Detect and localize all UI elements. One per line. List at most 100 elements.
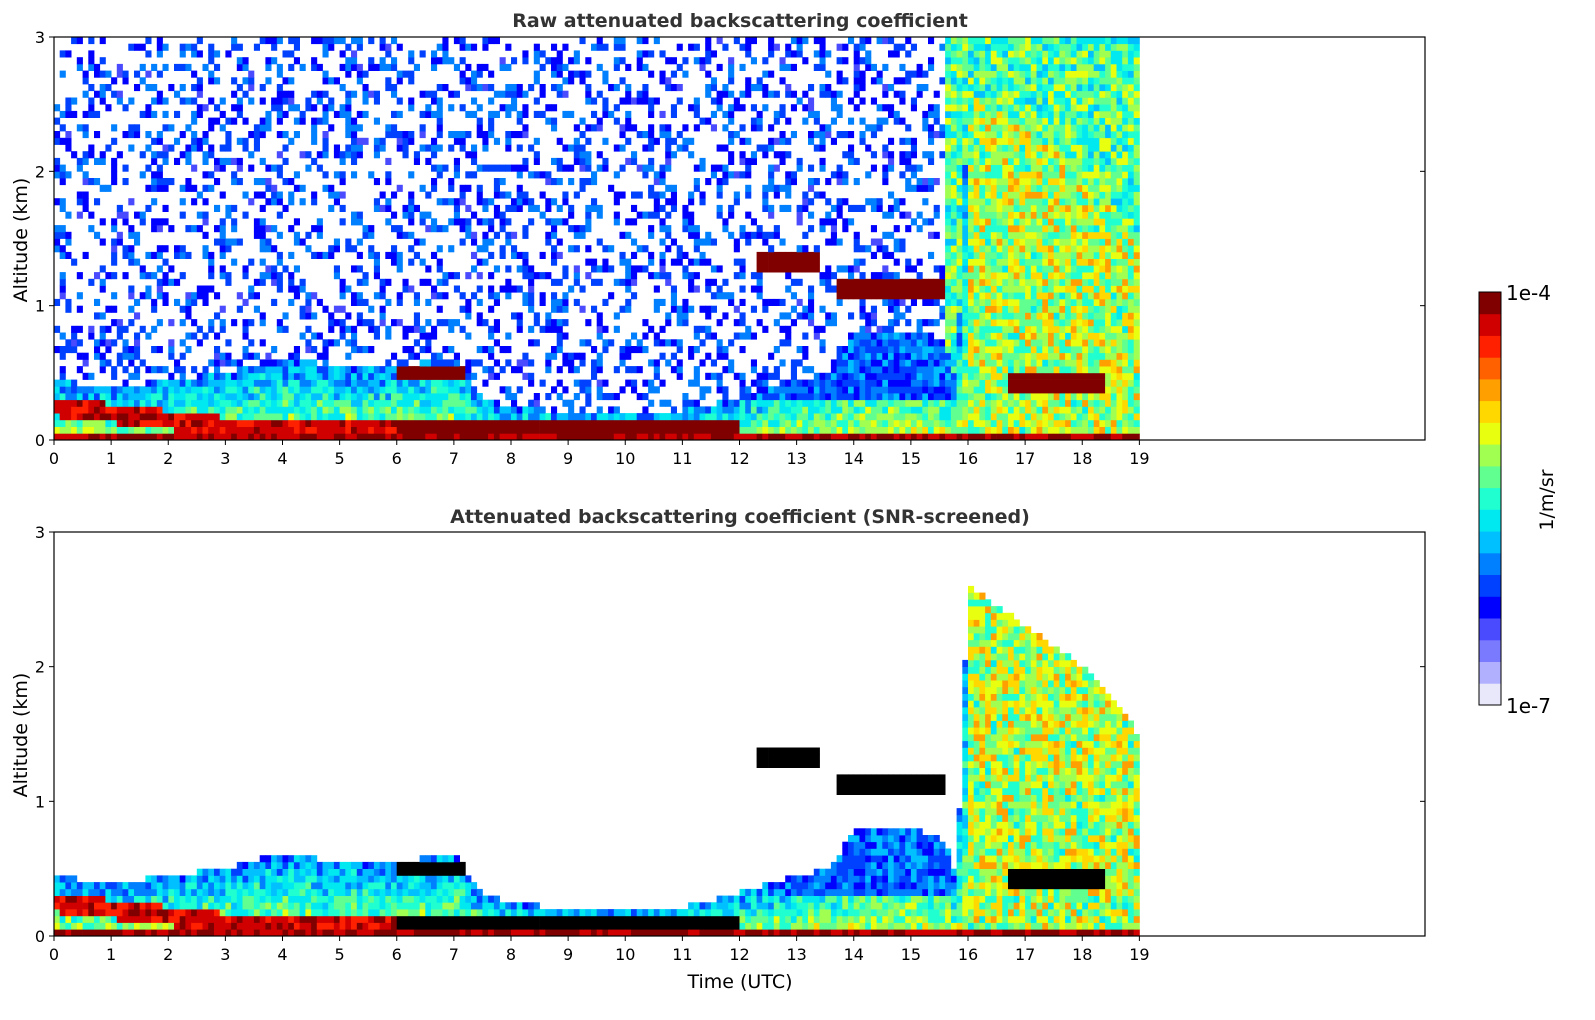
- heatmap-cell: [591, 419, 598, 427]
- heatmap-cell: [522, 164, 529, 172]
- heatmap-cell: [208, 406, 215, 414]
- heatmap-cell: [282, 50, 289, 58]
- heatmap-cell: [208, 419, 215, 427]
- heatmap-cell: [134, 258, 141, 266]
- heatmap-cell: [488, 251, 495, 259]
- heatmap-cell: [819, 50, 826, 58]
- heatmap-cell: [471, 386, 478, 394]
- heatmap-cell: [762, 191, 769, 199]
- heatmap-cell: [528, 292, 535, 300]
- heatmap-cell: [905, 419, 912, 427]
- heatmap-cell: [562, 191, 569, 199]
- heatmap-cell: [870, 204, 877, 212]
- heatmap-cell: [328, 433, 335, 441]
- heatmap-cell: [996, 164, 1003, 172]
- heatmap-cell: [973, 144, 980, 152]
- heatmap-cell: [408, 393, 415, 401]
- heatmap-cell: [276, 117, 283, 125]
- heatmap-cell: [859, 292, 866, 300]
- heatmap-cell: [202, 137, 209, 145]
- heatmap-cell: [208, 386, 215, 394]
- heatmap-cell: [402, 70, 409, 78]
- heatmap-cell: [436, 305, 443, 313]
- heatmap-cell: [1002, 272, 1009, 280]
- heatmap-cell: [888, 204, 895, 212]
- heatmap-cell: [425, 110, 432, 118]
- heatmap-cell: [322, 366, 329, 374]
- heatmap-cell: [545, 312, 552, 320]
- heatmap-cell: [830, 433, 837, 441]
- heatmap-cell: [408, 258, 415, 266]
- heatmap-cell: [956, 225, 963, 233]
- heatmap-cell: [333, 110, 340, 118]
- heatmap-cell: [448, 346, 455, 354]
- heatmap-cell: [99, 84, 106, 92]
- heatmap-cell: [865, 426, 872, 434]
- heatmap-cell: [973, 339, 980, 347]
- heatmap-cell: [945, 84, 952, 92]
- heatmap-cell: [928, 151, 935, 159]
- heatmap-cell: [813, 63, 820, 71]
- heatmap-cell: [59, 386, 66, 394]
- heatmap-cell: [276, 325, 283, 333]
- heatmap-cell: [236, 393, 243, 401]
- heatmap-cell: [522, 359, 529, 367]
- heatmap-cell: [179, 406, 186, 414]
- heatmap-cell: [665, 137, 672, 145]
- heatmap-cell: [373, 178, 380, 186]
- heatmap-cell: [670, 433, 677, 441]
- heatmap-cell: [756, 225, 763, 233]
- heatmap-cell: [134, 399, 141, 407]
- heatmap-cell: [134, 413, 141, 421]
- heatmap-cell: [488, 218, 495, 226]
- heatmap-cell: [893, 278, 900, 286]
- heatmap-cell: [208, 57, 215, 65]
- heatmap-cell: [928, 178, 935, 186]
- heatmap-cell: [1008, 278, 1015, 286]
- heatmap-cell: [979, 278, 986, 286]
- heatmap-cell: [876, 332, 883, 340]
- heatmap-cell: [579, 225, 586, 233]
- heatmap-cell: [379, 37, 386, 45]
- heatmap-cell: [956, 117, 963, 125]
- heatmap-cell: [716, 97, 723, 105]
- heatmap-cell: [916, 184, 923, 192]
- heatmap-cell: [750, 406, 757, 414]
- heatmap-cell: [476, 426, 483, 434]
- heatmap-cell: [231, 372, 238, 380]
- heatmap-cell: [408, 218, 415, 226]
- heatmap-cell: [185, 433, 192, 441]
- heatmap-cell: [351, 433, 358, 441]
- heatmap-cell: [773, 298, 780, 306]
- heatmap-cell: [962, 184, 969, 192]
- heatmap-cell: [419, 399, 426, 407]
- heatmap-cell: [1002, 419, 1009, 427]
- heatmap-cell: [379, 292, 386, 300]
- heatmap-cell: [333, 393, 340, 401]
- heatmap-cell: [413, 204, 420, 212]
- heatmap-cell: [916, 359, 923, 367]
- heatmap-cell: [94, 339, 101, 347]
- heatmap-cell: [945, 164, 952, 172]
- heatmap-cell: [888, 393, 895, 401]
- heatmap-cell: [682, 137, 689, 145]
- heatmap-cell: [722, 124, 729, 132]
- heatmap-cell: [665, 131, 672, 139]
- heatmap-cell: [888, 285, 895, 293]
- heatmap-cell: [562, 332, 569, 340]
- heatmap-cell: [345, 245, 352, 253]
- heatmap-cell: [1002, 399, 1009, 407]
- heatmap-cell: [1008, 379, 1015, 387]
- heatmap-cell: [585, 319, 592, 327]
- heatmap-cell: [288, 352, 295, 360]
- heatmap-cell: [225, 399, 232, 407]
- heatmap-cell: [819, 57, 826, 65]
- heatmap-cell: [619, 77, 626, 85]
- heatmap-cell: [676, 251, 683, 259]
- heatmap-cell: [893, 238, 900, 246]
- heatmap-cell: [471, 238, 478, 246]
- heatmap-cell: [1013, 406, 1020, 414]
- heatmap-cell: [288, 433, 295, 441]
- heatmap-cell: [122, 131, 129, 139]
- heatmap-cell: [699, 251, 706, 259]
